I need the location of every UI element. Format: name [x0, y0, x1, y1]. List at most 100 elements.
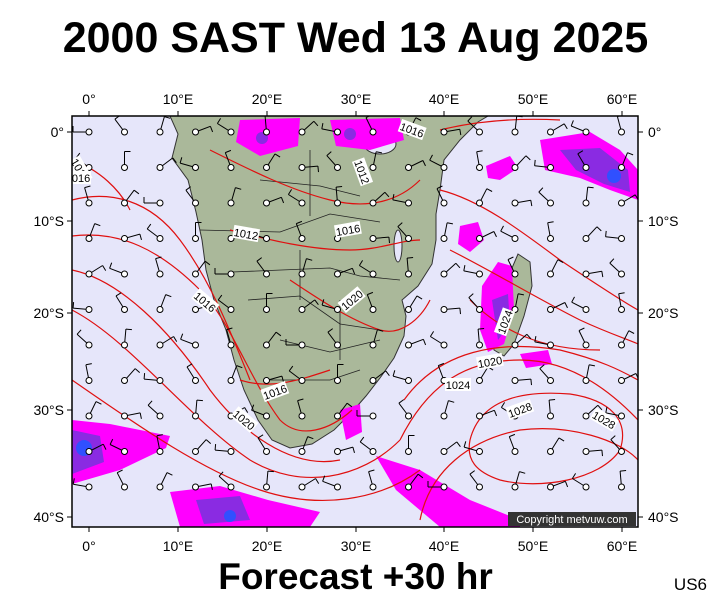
wind-barb — [298, 164, 319, 173]
wind-barb — [322, 475, 341, 491]
wind-barb — [507, 256, 519, 278]
copyright-box — [508, 512, 636, 526]
wind-barb — [298, 436, 314, 455]
wind-barb — [218, 471, 235, 491]
wind-barb — [405, 473, 424, 491]
wind-barbs — [72, 116, 638, 491]
wind-barb — [398, 399, 412, 420]
map-frame — [71, 115, 639, 528]
wind-barb — [147, 400, 164, 420]
lon-label: 20°E — [252, 538, 283, 554]
wind-barb — [85, 223, 101, 242]
wind-barb — [155, 256, 164, 278]
wind-barb — [582, 364, 595, 384]
wind-barb — [570, 120, 590, 136]
page-title: 2000 SAST Wed 13 Aug 2025 — [62, 14, 649, 62]
wind-barb — [476, 150, 483, 171]
lat-label: 30°S — [648, 402, 679, 418]
wind-barb — [582, 226, 602, 242]
lon-label: 60°E — [607, 91, 638, 107]
wind-barb — [121, 412, 142, 420]
lon-label: 0° — [82, 538, 95, 554]
wind-barb — [116, 469, 128, 491]
wind-barb — [287, 189, 306, 207]
wind-barb — [263, 375, 284, 384]
wind-barb — [440, 441, 461, 455]
wind-barb — [288, 365, 306, 384]
lon-label: 60°E — [607, 538, 638, 554]
wind-barb — [618, 373, 638, 384]
lon-label: 50°E — [518, 91, 549, 107]
lon-label: 10°E — [163, 91, 194, 107]
wind-barb — [358, 260, 377, 278]
wind-barb — [298, 299, 319, 313]
lat-label: 20°S — [33, 305, 64, 321]
wind-barb — [578, 327, 590, 349]
wind-barb — [547, 399, 556, 420]
wind-barb — [321, 123, 341, 136]
wind-barb — [192, 439, 212, 455]
latitude-labels-right: 0° 10°S 20°S 30°S 40°S — [648, 124, 679, 525]
lat-label: 30°S — [33, 402, 64, 418]
wind-barb — [508, 433, 519, 455]
wind-barb — [216, 118, 235, 136]
wind-barb — [256, 257, 270, 278]
wind-barb — [440, 128, 462, 136]
wind-barb — [214, 268, 235, 278]
wind-barb — [285, 339, 306, 349]
wind-barb — [571, 473, 590, 491]
wind-barb — [72, 478, 93, 491]
wind-barb — [463, 265, 483, 278]
wind-barb — [547, 221, 554, 242]
wind-barb — [156, 434, 164, 455]
wind-barb — [334, 446, 355, 455]
wind-barb — [500, 225, 519, 242]
wind-barb — [609, 258, 625, 278]
wind-barb — [121, 233, 142, 242]
isobar-label: 1016 — [335, 223, 361, 239]
lon-label: 40°E — [429, 91, 460, 107]
wind-barb — [192, 483, 213, 491]
lon-label: 0° — [82, 91, 95, 107]
wind-barb — [405, 295, 423, 313]
lat-label: 40°S — [33, 509, 64, 525]
wind-barb — [368, 469, 377, 491]
wind-barb — [366, 291, 377, 313]
wind-barb — [72, 126, 93, 136]
wind-barb — [263, 331, 282, 349]
wind-barb — [298, 120, 319, 136]
longitude-labels-bottom: 0° 10°E 20°E 30°E 40°E 50°E 60°E — [82, 538, 637, 554]
wind-barb — [547, 123, 568, 136]
wind-barb — [476, 328, 485, 349]
wind-barb — [511, 155, 531, 171]
wind-barb — [582, 186, 594, 207]
lat-label: 10°S — [33, 213, 64, 229]
wind-barb — [156, 472, 173, 491]
axis-ticks — [67, 111, 643, 532]
wind-barb — [156, 116, 171, 136]
wind-barb — [618, 330, 635, 349]
wind-barb — [156, 294, 172, 313]
wind-barb — [365, 116, 377, 136]
lon-label: 10°E — [163, 538, 194, 554]
wind-barb — [369, 329, 384, 349]
wind-barb — [429, 154, 448, 171]
wind-barb — [463, 441, 483, 455]
forecast-label: Forecast +30 hr — [218, 556, 493, 597]
wind-barb — [85, 265, 107, 278]
wind-barb — [547, 259, 564, 278]
wind-barb — [85, 443, 107, 455]
copyright-text: Copyright metvuw.com — [516, 514, 627, 526]
wind-barb — [369, 151, 382, 171]
wind-barb — [334, 364, 344, 384]
wind-barb — [257, 434, 270, 455]
wind-barb — [185, 186, 199, 207]
wind-barb — [217, 294, 235, 313]
wind-barb — [76, 329, 93, 349]
wind-barb — [405, 435, 415, 455]
region-code: US6 — [673, 575, 707, 594]
wind-barb — [547, 437, 565, 455]
wind-barb — [263, 116, 272, 136]
wind-barb — [511, 471, 526, 491]
